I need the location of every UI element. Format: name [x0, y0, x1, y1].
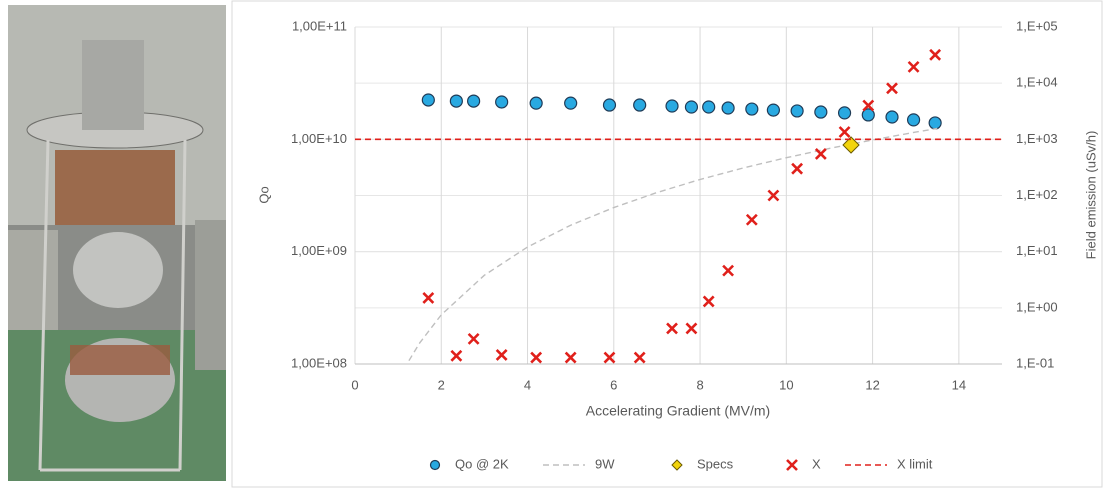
legend-label: X [812, 456, 821, 471]
y-tick-label: 1,00E+08 [291, 355, 347, 370]
legend-label: X limit [897, 456, 933, 471]
point [703, 101, 715, 113]
point [746, 103, 758, 115]
y-tick-label: 1,00E+09 [291, 243, 347, 258]
page: Qo Field emission (uSv/h) Accelerating G… [0, 0, 1105, 488]
legend-label: Specs [697, 456, 734, 471]
y2-tick-label: 1,E+00 [1016, 299, 1058, 314]
x-tick-label: 14 [952, 377, 966, 392]
y2-tick-label: 1,E+05 [1016, 18, 1058, 33]
point [908, 114, 920, 126]
y-tick-label: 1,00E+10 [291, 131, 347, 146]
y-tick-label: 1,00E+11 [292, 18, 347, 33]
x-tick-label: 4 [524, 377, 531, 392]
figure: Qo Field emission (uSv/h) Accelerating G… [0, 0, 1105, 488]
point [791, 105, 803, 117]
y-axis-title: Qo [256, 186, 271, 203]
legend-label: Qo @ 2K [455, 456, 509, 471]
point [530, 97, 542, 109]
point [815, 106, 827, 118]
x-tick-label: 10 [779, 377, 793, 392]
point [767, 104, 779, 116]
point [565, 97, 577, 109]
x-tick-label: 2 [438, 377, 445, 392]
x-tick-label: 12 [865, 377, 879, 392]
y2-tick-label: 1,E+01 [1016, 243, 1058, 258]
y2-axis-title: Field emission (uSv/h) [1083, 131, 1098, 260]
point [468, 95, 480, 107]
x-tick-label: 0 [351, 377, 358, 392]
point [666, 100, 678, 112]
point [685, 101, 697, 113]
x-axis-title: Accelerating Gradient (MV/m) [586, 403, 770, 419]
y2-tick-label: 1,E+03 [1016, 131, 1058, 146]
point [839, 107, 851, 119]
legend-label: 9W [595, 456, 615, 471]
point [929, 117, 941, 129]
point [450, 95, 462, 107]
x-tick-label: 6 [610, 377, 617, 392]
y2-tick-label: 1,E+04 [1016, 75, 1058, 90]
point [496, 96, 508, 108]
photo [8, 5, 226, 481]
point [603, 99, 615, 111]
point [634, 99, 646, 111]
point [722, 102, 734, 114]
x-tick-label: 8 [696, 377, 703, 392]
point [886, 111, 898, 123]
legend-symbol [431, 461, 440, 470]
y2-tick-label: 1,E-01 [1016, 355, 1054, 370]
y2-tick-label: 1,E+02 [1016, 187, 1058, 202]
point [422, 94, 434, 106]
